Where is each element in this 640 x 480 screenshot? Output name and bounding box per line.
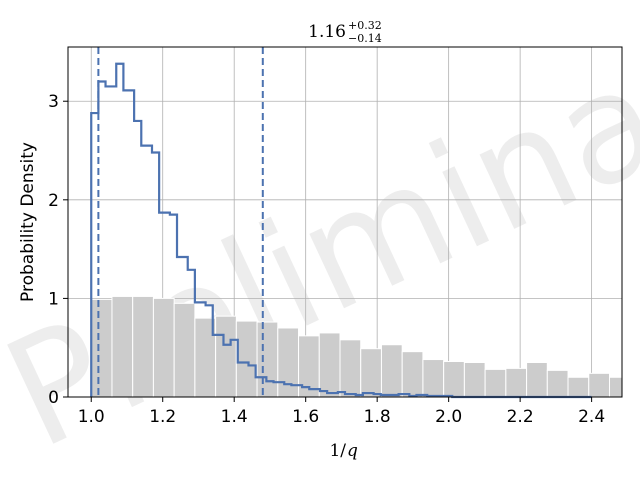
prior-bar — [505, 367, 528, 398]
x-tick-label: 1.2 — [149, 407, 176, 427]
y-axis-label: Probability Density — [18, 142, 38, 302]
prior-bar — [318, 332, 341, 398]
chart-title-sup: +0.32 — [348, 19, 382, 32]
x-axis-ticks: 1.0 1.2 1.4 1.6 1.8 2.0 2.2 2.4 — [78, 397, 605, 427]
prior-bar — [132, 295, 154, 398]
y-tick-label: 1 — [48, 289, 59, 309]
y-tick-label: 2 — [48, 191, 59, 211]
prior-bar — [173, 302, 196, 398]
prior-bar — [215, 315, 237, 398]
chart-title: 1.16 — [308, 22, 346, 42]
y-tick-label: 0 — [48, 388, 59, 408]
prior-bar — [152, 297, 175, 398]
prior-bar — [277, 327, 300, 398]
prior-bar — [422, 359, 445, 398]
x-tick-label: 1.0 — [78, 407, 105, 427]
x-tick-label: 2.0 — [435, 407, 462, 427]
x-tick-label: 2.2 — [507, 407, 534, 427]
prior-bar — [380, 344, 403, 398]
prior-bar — [608, 376, 623, 398]
plot-frame — [67, 46, 623, 398]
chart-title-sub: −0.14 — [348, 32, 382, 45]
x-tick-label: 1.8 — [364, 407, 391, 427]
prior-bar — [567, 376, 590, 398]
prior-bar — [256, 321, 279, 398]
x-tick-label: 1.6 — [292, 407, 319, 427]
prior-bar — [463, 361, 486, 398]
prior-bar — [546, 369, 569, 398]
prior-histogram — [90, 295, 623, 398]
prior-bar — [339, 339, 362, 398]
posterior-histogram-step — [90, 62, 592, 399]
prior-bar — [235, 320, 258, 398]
prior-bar — [443, 361, 465, 398]
prior-bar — [526, 361, 548, 398]
prior-bar — [588, 372, 610, 398]
x-tick-label: 1.4 — [221, 407, 248, 427]
prior-bar — [111, 295, 134, 398]
quantile-lines — [97, 47, 264, 397]
prior-bar — [360, 348, 382, 398]
x-axis-label-var: q — [347, 441, 358, 461]
y-tick-label: 3 — [48, 92, 59, 112]
prior-bar — [401, 351, 424, 398]
x-tick-label: 2.4 — [578, 407, 605, 427]
y-axis-ticks: 0 1 2 3 — [48, 92, 68, 408]
x-axis-label: 1/ — [329, 441, 346, 461]
prior-bar — [90, 298, 113, 398]
prior-bar — [484, 368, 507, 398]
